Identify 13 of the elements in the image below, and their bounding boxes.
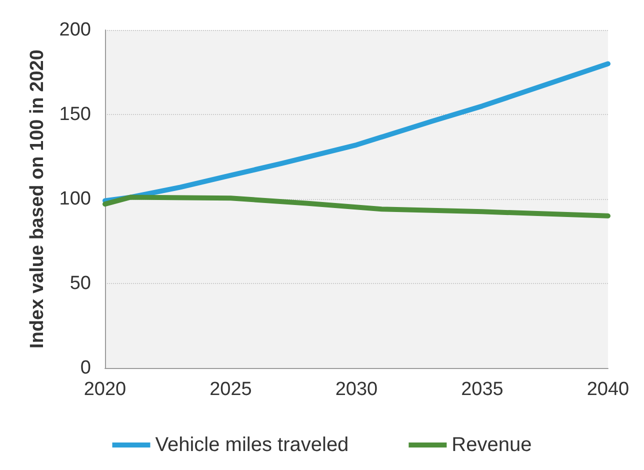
legend-label: Vehicle miles traveled — [155, 434, 349, 456]
x-tick-label: 2035 — [461, 379, 504, 400]
y-tick-label: 0 — [80, 358, 91, 378]
y-axis-title: Index value based on 100 in 2020 — [27, 50, 48, 348]
y-tick-label: 50 — [70, 273, 91, 294]
x-tick-label: 2025 — [210, 379, 252, 400]
y-tick-label: 200 — [59, 20, 91, 40]
y-tick-label: 150 — [59, 104, 91, 125]
legend-label: Revenue — [452, 434, 532, 456]
x-tick-label: 2040 — [586, 379, 630, 400]
y-tick-label: 100 — [59, 188, 91, 210]
x-tick-label: 2020 — [84, 379, 126, 400]
x-tick-label: 2030 — [335, 379, 378, 400]
